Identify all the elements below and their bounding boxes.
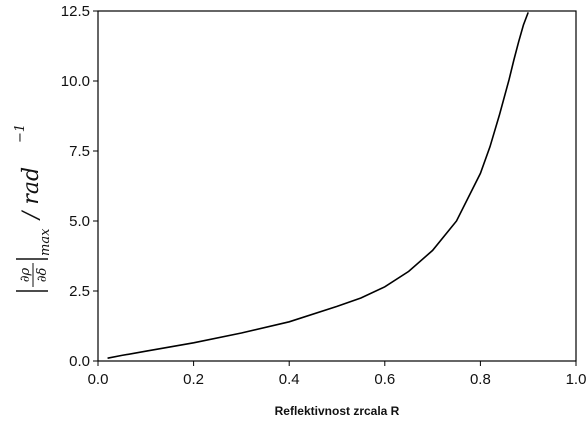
x-tick-label: 0.0	[88, 371, 109, 388]
y-label-subscript: max	[38, 228, 53, 256]
y-axis-label: ∂ρ ∂δ max / rad −1	[13, 124, 53, 292]
y-tick-label: 12.5	[61, 3, 90, 20]
y-tick-label: 2.5	[69, 283, 90, 300]
series-line-0	[107, 12, 529, 359]
axes	[97, 10, 577, 362]
x-tick-label: 0.4	[279, 371, 300, 388]
x-tick-label: 0.2	[183, 371, 204, 388]
x-axis-label: Reflektivnost zrcala R	[275, 404, 400, 418]
y-label-exponent: −1	[13, 124, 28, 143]
ticks: 0.0 0.2 0.4 0.6 0.8 1.0 0.0 2.5 5.0 7.5 10.0 12.5	[61, 3, 586, 388]
series-group	[107, 12, 529, 359]
y-label-unit: / rad	[19, 167, 44, 221]
y-label-denominator: ∂δ	[35, 268, 50, 283]
x-tick-label: 0.6	[374, 371, 395, 388]
y-label-numerator: ∂ρ	[18, 267, 33, 282]
y-tick-label: 10.0	[61, 73, 90, 90]
y-tick-label: 0.0	[69, 353, 90, 370]
x-tick-label: 0.8	[470, 371, 491, 388]
x-tick-label: 1.0	[566, 371, 586, 388]
plot-frame	[97, 10, 577, 362]
y-tick-label: 7.5	[69, 143, 90, 160]
y-tick-label: 5.0	[69, 213, 90, 230]
